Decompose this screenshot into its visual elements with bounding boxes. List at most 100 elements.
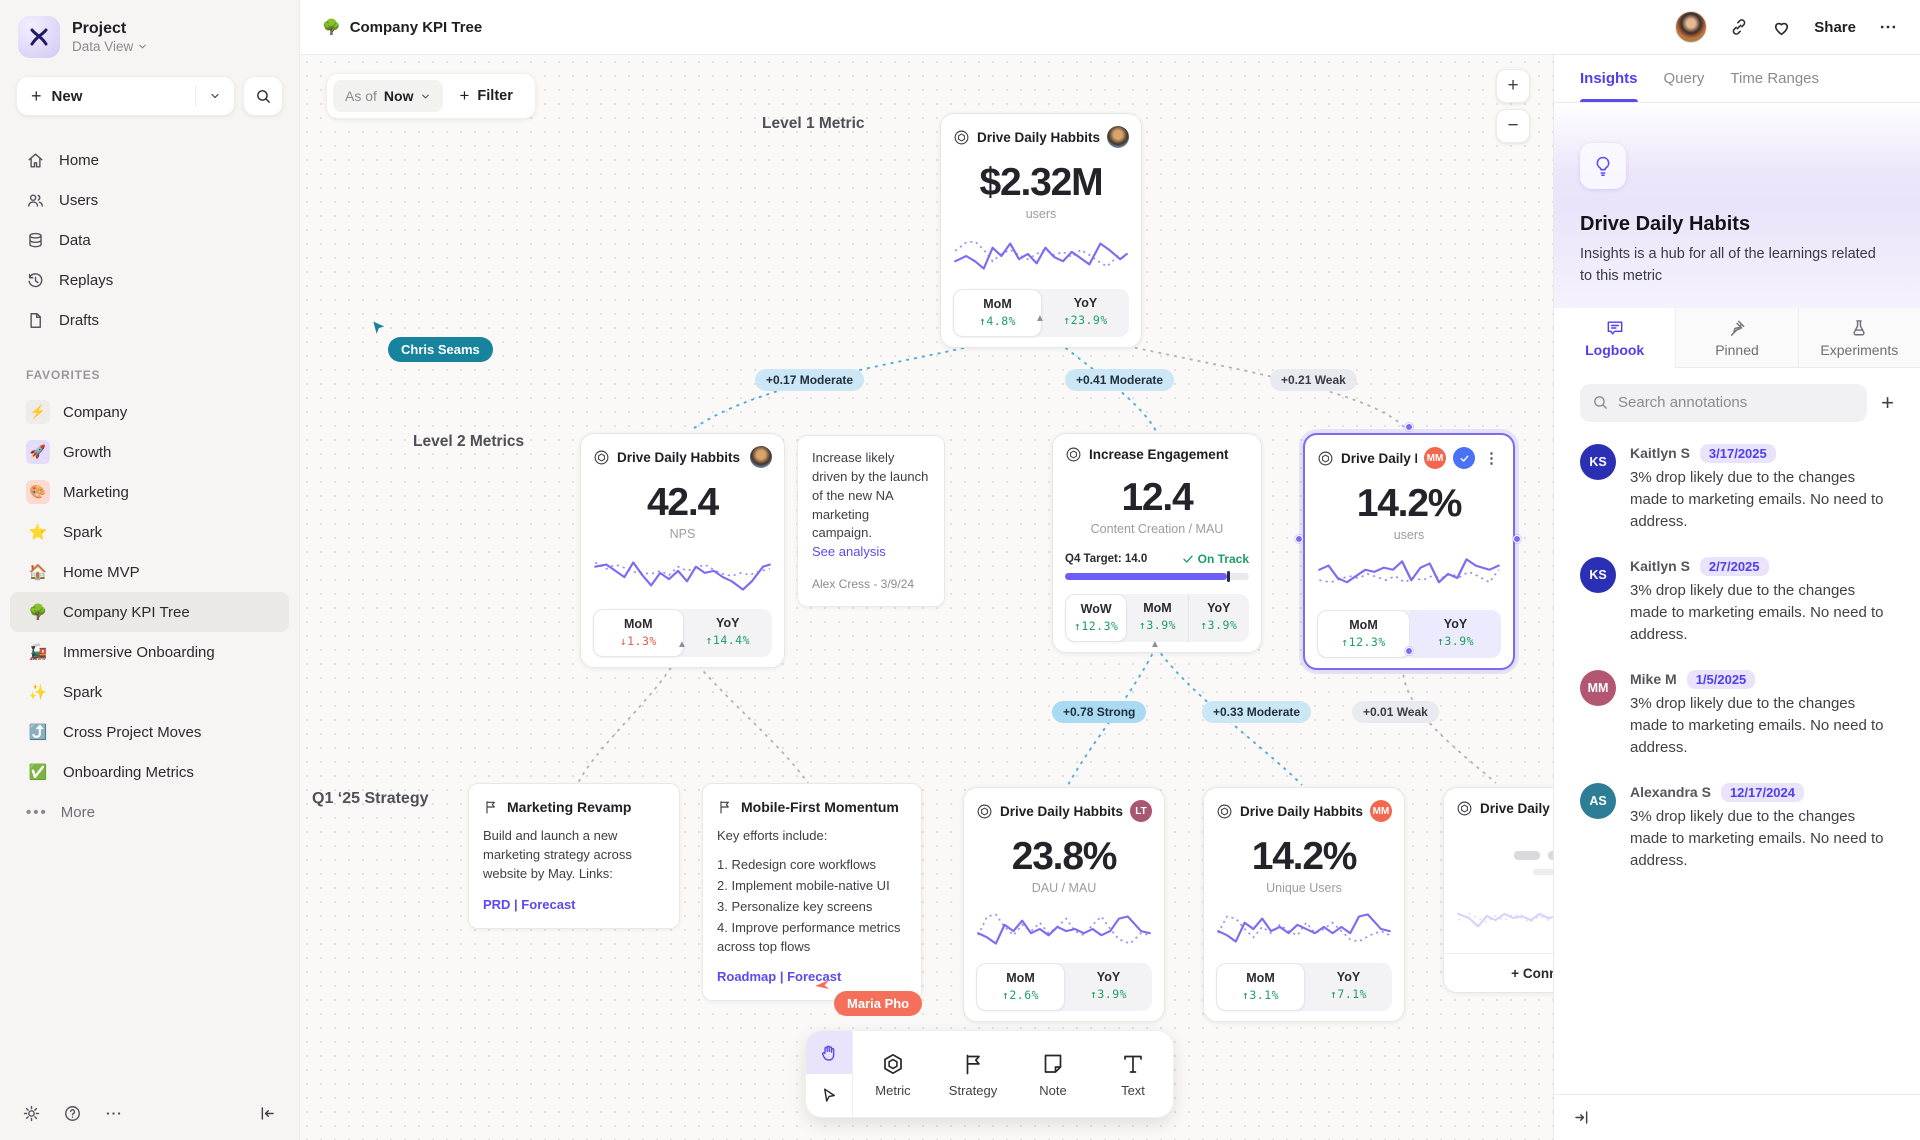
add-annotation-button[interactable]: + (1881, 389, 1894, 415)
stat-mom[interactable]: MoM ↑12.3% (1317, 610, 1410, 658)
stat-mom[interactable]: MoM ↑4.8% (953, 289, 1042, 337)
search-annotations-input[interactable] (1580, 383, 1868, 422)
selection-handle[interactable] (1405, 423, 1413, 431)
sidebar-item-marketing[interactable]: 🎨 Marketing (10, 472, 289, 512)
annotation-item[interactable]: AS Alexandra S 12/17/2024 3% drop likely… (1580, 782, 1894, 872)
sidebar-item-data[interactable]: Data (0, 220, 299, 260)
sidebar-item-cross-project-moves[interactable]: ⤴️ Cross Project Moves (10, 712, 289, 752)
annotation-item[interactable]: KS Kaitlyn S 3/17/2025 3% drop likely du… (1580, 443, 1894, 533)
zoom-in-button[interactable]: + (1496, 69, 1530, 103)
sidebar-item-home-mvp[interactable]: 🏠 Home MVP (10, 552, 289, 592)
new-button[interactable]: + New (16, 76, 235, 116)
marketing-icon: 🎨 (26, 480, 50, 504)
annotation-item[interactable]: KS Kaitlyn S 2/7/2025 3% drop likely due… (1580, 556, 1894, 646)
annotation-item[interactable]: MM Mike M 1/5/2025 3% drop likely due to… (1580, 669, 1894, 759)
selection-handle[interactable] (1295, 535, 1303, 543)
stat-mom[interactable]: MoM ↑2.6% (976, 963, 1065, 1011)
sidebar-item-onboarding-metrics[interactable]: ✅ Onboarding Metrics (10, 752, 289, 792)
note-tool-button[interactable]: Note (1013, 1031, 1093, 1117)
sidebar-item-home[interactable]: Home (0, 140, 299, 180)
sidebar-item-company-kpi-tree[interactable]: 🌳 Company KPI Tree (10, 592, 289, 632)
stat-yoy[interactable]: YoY ↑14.4% (684, 609, 773, 657)
strategy-title: Marketing Revamp (507, 799, 632, 815)
collapse-sidebar-button[interactable] (258, 1104, 277, 1123)
subtab-experiments[interactable]: Experiments (1797, 307, 1920, 368)
stat-yoy[interactable]: YoY ↑3.9% (1065, 963, 1152, 1011)
sidebar-item-replays[interactable]: Replays (0, 260, 299, 300)
stat-mom[interactable]: MoM ↓1.3% (593, 609, 684, 657)
strategy-links[interactable]: PRD | Forecast (483, 896, 576, 912)
stat-yoy[interactable]: YoY ↑23.9% (1042, 289, 1129, 337)
sidebar-item-more[interactable]: ••• More (10, 792, 289, 832)
annotation-note-card[interactable]: Increase likely driven by the launch of … (797, 435, 945, 608)
strategy-note-marketing-revamp[interactable]: Marketing Revamp Build and launch a new … (468, 783, 680, 929)
annotation-author: Mike M (1630, 671, 1677, 688)
flag-icon (486, 801, 495, 814)
stat-yoy[interactable]: YoY ↑3.9% (1187, 594, 1249, 642)
stat-mom[interactable]: MoM ↑3.9% (1127, 594, 1187, 642)
favorite-button[interactable] (1771, 17, 1792, 38)
project-view-selector[interactable]: Data View (72, 39, 148, 54)
strategy-note-mobile-first-momentum[interactable]: Mobile-First Momentum Key efforts includ… (702, 783, 922, 1002)
cursor-pointer-icon (815, 979, 830, 990)
sidebar-item-spark-2[interactable]: ✨ Spark (10, 672, 289, 712)
sparkline (954, 240, 1128, 270)
copy-link-button[interactable] (1729, 17, 1749, 37)
as-of-selector[interactable]: As of Now (333, 80, 444, 112)
subtab-logbook[interactable]: Logbook (1554, 307, 1676, 368)
strategy-tool-button[interactable]: Strategy (933, 1031, 1013, 1117)
settings-button[interactable] (22, 1104, 41, 1123)
share-button[interactable]: Share (1814, 18, 1856, 36)
metric-card-drive-daily-habits-nps[interactable]: Drive Daily Habbits 42.4 NPS MoM ↓1.3% Y… (580, 433, 785, 668)
user-avatar[interactable] (1675, 11, 1708, 43)
see-analysis-link[interactable]: See analysis (812, 544, 886, 560)
sidebar-item-users[interactable]: Users (0, 180, 299, 220)
metric-card-drive-daily-habits-selected[interactable]: Drive Daily Habb.. MM ⋮ 14.2% users MoM … (1303, 433, 1515, 670)
select-tool-button[interactable] (806, 1074, 852, 1117)
stat-wow[interactable]: WoW ↑12.3% (1065, 594, 1128, 642)
text-tool-button[interactable]: Text (1093, 1031, 1173, 1117)
add-filter-button[interactable]: + Filter (443, 86, 528, 106)
sidebar-item-growth[interactable]: 🚀 Growth (10, 432, 289, 472)
level2-section-label: Level 2 Metrics (413, 433, 525, 450)
as-of-value: Now (383, 88, 414, 104)
zoom-out-button[interactable]: − (1496, 109, 1530, 143)
branch-toggle-icon[interactable]: ▲ (1035, 313, 1045, 324)
connect-button[interactable]: + Connect (1444, 953, 1553, 985)
branch-toggle-icon[interactable]: ▲ (677, 639, 687, 650)
new-dropdown-toggle[interactable] (196, 90, 234, 102)
star-icon: ⭐ (28, 524, 48, 541)
sidebar-item-drafts[interactable]: Drafts (0, 300, 299, 340)
metric-tool-button[interactable]: Metric (853, 1031, 933, 1117)
subtab-pinned[interactable]: Pinned (1675, 307, 1798, 368)
metric-card-increase-engagement[interactable]: Increase Engagement 12.4 Content Creatio… (1052, 433, 1262, 653)
sidebar-item-company[interactable]: ⚡ Company (10, 392, 289, 432)
metric-unit: users (1393, 528, 1425, 542)
selection-handle[interactable] (1513, 535, 1521, 543)
sidebar-item-immersive-onboarding[interactable]: 🚂 Immersive Onboarding (10, 632, 289, 672)
as-of-label: As of (345, 88, 377, 104)
branch-toggle-icon[interactable]: ▲ (1150, 639, 1160, 650)
tab-time-ranges[interactable]: Time Ranges (1730, 70, 1820, 87)
metric-card-drive-daily-habits-dau-mau[interactable]: Drive Daily Habbits LT 23.8% DAU / MAU M… (963, 787, 1165, 1022)
stat-yoy[interactable]: YoY ↑3.9% (1410, 610, 1501, 658)
selection-handle[interactable] (1405, 647, 1413, 655)
stat-mom[interactable]: MoM ↑3.1% (1216, 963, 1305, 1011)
project-switcher[interactable]: Project Data View (0, 0, 299, 68)
metric-card-partial-unconnected[interactable]: Drive Daily Hab + Connect (1443, 787, 1553, 993)
tab-query[interactable]: Query (1663, 70, 1705, 87)
stat-yoy[interactable]: YoY ↑7.1% (1305, 963, 1392, 1011)
card-menu-button[interactable]: ⋮ (1484, 450, 1499, 467)
search-button[interactable] (243, 76, 283, 116)
help-button[interactable] (63, 1104, 82, 1123)
tab-insights[interactable]: Insights (1580, 55, 1638, 102)
hand-tool-button[interactable] (806, 1031, 852, 1074)
metric-card-drive-daily-habits-unique-users[interactable]: Drive Daily Habbits MM 14.2% Unique User… (1203, 787, 1405, 1022)
app-logo (18, 16, 60, 58)
topbar-more-button[interactable] (1878, 17, 1898, 37)
collapse-panel-button[interactable] (1572, 1108, 1591, 1127)
kpi-tree-canvas[interactable]: As of Now + Filter + − Level 1 Metric Le… (300, 55, 1553, 1140)
sidebar-more-button[interactable] (104, 1104, 123, 1123)
strategy-links[interactable]: Roadmap | Forecast (717, 969, 842, 985)
sidebar-item-spark[interactable]: ⭐ Spark (10, 512, 289, 552)
